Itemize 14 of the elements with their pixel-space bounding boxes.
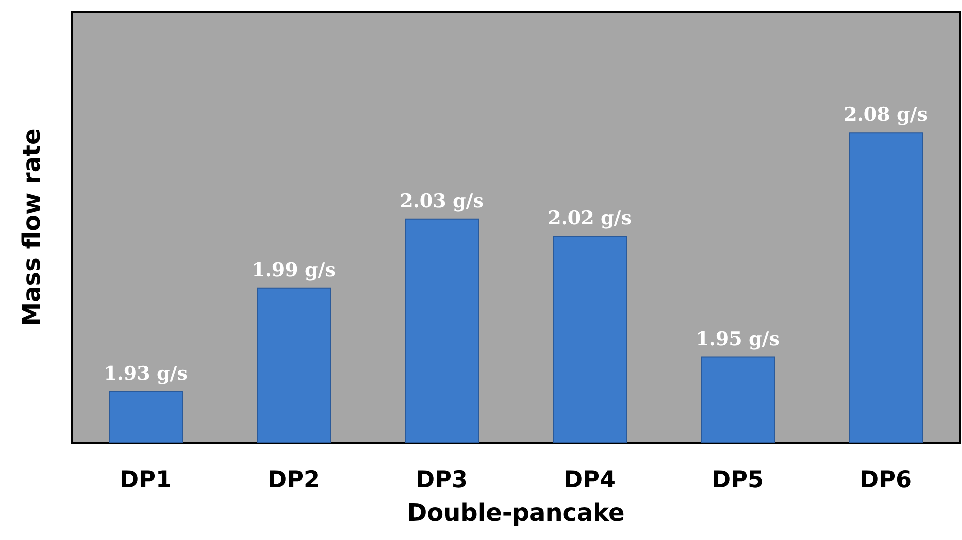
- x-tick-label: DP2: [268, 468, 320, 494]
- y-axis-title: Mass flow rate: [18, 128, 46, 326]
- data-label: 2.02 g/s: [548, 208, 632, 230]
- x-tick-label: DP1: [120, 468, 172, 494]
- x-tick-label: DP3: [416, 468, 468, 494]
- x-axis-title: Double-pancake: [407, 499, 625, 527]
- x-tick-label: DP4: [564, 468, 616, 494]
- x-tick-label: DP6: [860, 468, 912, 494]
- data-label: 2.03 g/s: [400, 190, 484, 212]
- data-label: 2.08 g/s: [844, 104, 928, 126]
- x-tick-label: DP5: [712, 468, 764, 494]
- data-label: 1.93 g/s: [104, 362, 188, 385]
- data-label: 1.95 g/s: [696, 328, 780, 350]
- data-label: 1.99 g/s: [252, 259, 336, 282]
